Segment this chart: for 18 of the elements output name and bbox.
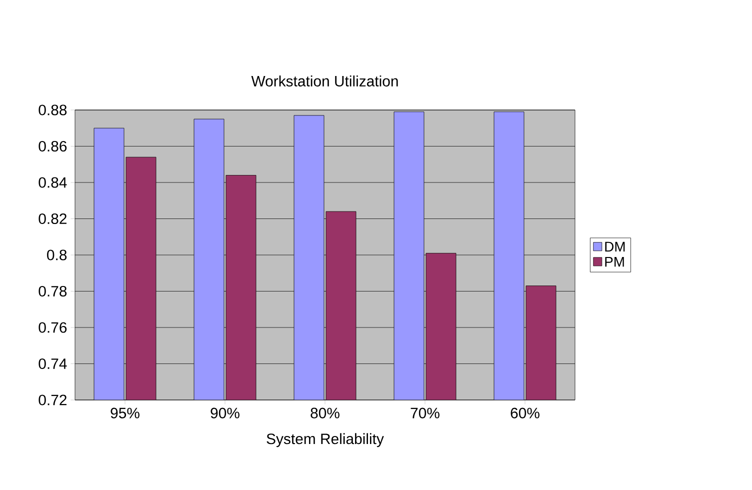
x-tick-label: 90% <box>210 408 240 418</box>
legend-label: PM <box>605 256 624 267</box>
y-tick-label: 0.86 <box>38 140 67 152</box>
x-tick-label: 95% <box>110 408 140 418</box>
x-tick-label: 60% <box>510 408 540 418</box>
y-tick-label: 0.88 <box>38 104 67 116</box>
y-tick-label: 0.72 <box>38 394 66 406</box>
y-tick-label: 0.78 <box>38 286 67 297</box>
chart-title: Workstation Utilization <box>251 76 398 86</box>
y-tick-label: 0.8 <box>47 250 67 260</box>
legend-label: DM <box>605 242 625 252</box>
x-tick-label: 70% <box>410 408 440 418</box>
y-tick-label: 0.82 <box>38 213 66 224</box>
x-tick-label: 80% <box>310 408 340 418</box>
y-tick-label: 0.84 <box>38 177 67 188</box>
y-tick-label: 0.74 <box>38 358 67 370</box>
x-axis-title: System Reliability <box>266 433 384 448</box>
y-tick-label: 0.76 <box>38 322 67 333</box>
